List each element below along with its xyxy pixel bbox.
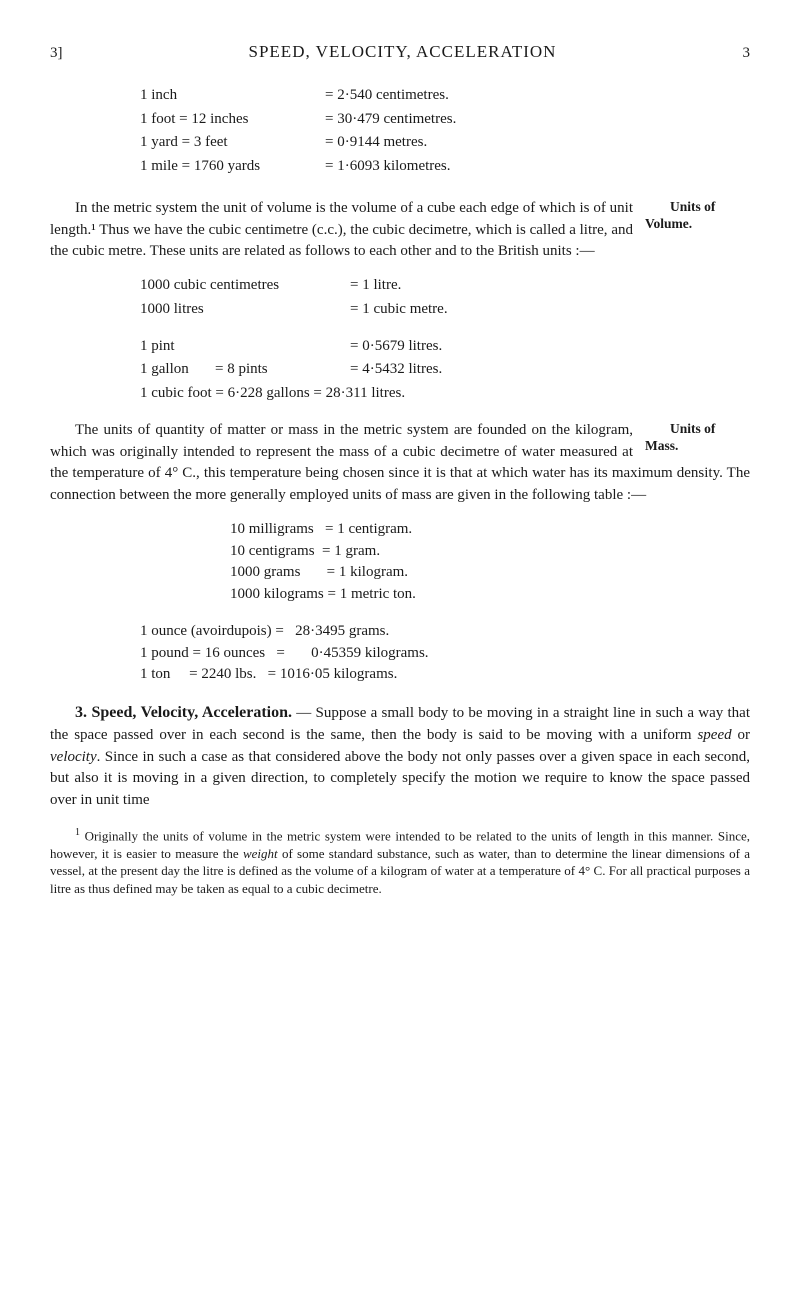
page-header: 3] SPEED, VELOCITY, ACCELERATION 3 (50, 40, 750, 65)
table-row: 1 foot = 12 inches= 30·479 centimetres. (140, 109, 750, 131)
sec3-text-b: or (732, 727, 750, 743)
cell-right: = 30·479 centimetres. (325, 109, 750, 131)
cell-left: 1 inch (140, 85, 325, 107)
table-row: 1000 grams = 1 kilogram. (230, 562, 750, 584)
cell-full: 1 cubic foot = 6·228 gallons = 28·311 li… (140, 383, 405, 405)
margin-note-mass: Units of Mass. (645, 420, 750, 455)
table-row: 1 cubic foot = 6·228 gallons = 28·311 li… (140, 383, 750, 405)
cell-left: 1000 litres (140, 299, 350, 321)
table-row: 1000 litres= 1 cubic metre. (140, 299, 750, 321)
table-row: 1 yard = 3 feet= 0·9144 metres. (140, 132, 750, 154)
table-row: 10 milligrams = 1 centigram. (230, 519, 750, 541)
cell-right: = 0·9144 metres. (325, 132, 750, 154)
paragraph-volume: Units of Volume. In the metric system th… (50, 198, 750, 263)
table-row: 1 pint= 0·5679 litres. (140, 336, 750, 358)
cell-left: 1 pint (140, 336, 350, 358)
cell-left: 1 gallon = 8 pints (140, 359, 350, 381)
chapter-title: SPEED, VELOCITY, ACCELERATION (249, 40, 557, 65)
cell-left: 1 foot = 12 inches (140, 109, 325, 131)
paragraph-mass: Units of Mass. The units of quantity of … (50, 420, 750, 507)
margin-note-volume: Units of Volume. (645, 198, 750, 233)
cell-right: = 1 litre. (350, 275, 750, 297)
cell-right: = 2·540 centimetres. (325, 85, 750, 107)
table-row: 1 gallon = 8 pints= 4·5432 litres. (140, 359, 750, 381)
footnote-weight: weight (243, 846, 278, 861)
term-speed: speed (697, 727, 731, 743)
cell-left: 1 yard = 3 feet (140, 132, 325, 154)
table-row: 1 ton = 2240 lbs. = 1016·05 kilograms. (140, 664, 750, 686)
table-row: 1000 kilograms = 1 metric ton. (230, 584, 750, 606)
mass-conversion-table: 10 milligrams = 1 centigram.10 centigram… (230, 519, 750, 606)
cell-right: = 0·5679 litres. (350, 336, 750, 358)
footnote-1: 1 Originally the units of volume in the … (50, 826, 750, 898)
table-row: 1 inch= 2·540 centimetres. (140, 85, 750, 107)
page-ref-left: 3] (50, 43, 63, 65)
paragraph-volume-text: In the metric system the unit of volume … (50, 200, 633, 260)
length-conversion-table: 1 inch= 2·540 centimetres.1 foot = 12 in… (140, 85, 750, 178)
table-row: 1 pound = 16 ounces = 0·45359 kilograms. (140, 643, 750, 665)
page-number: 3 (742, 43, 750, 65)
table-row: 1000 cubic centimetres= 1 litre. (140, 275, 750, 297)
section-3-paragraph: 3. Speed, Velocity, Acceleration. — Supp… (50, 701, 750, 812)
avoirdupois-conversion: 1 ounce (avoirdupois) = 28·3495 grams.1 … (140, 621, 750, 686)
table-row: 1 ounce (avoirdupois) = 28·3495 grams. (140, 621, 750, 643)
section-3-title: 3. Speed, Velocity, Acceleration. (75, 704, 292, 721)
cell-left: 1000 cubic centimetres (140, 275, 350, 297)
volume-conversion-2: 1 pint= 0·5679 litres.1 gallon = 8 pints… (140, 336, 750, 405)
table-row: 1 mile = 1760 yards= 1·6093 kilometres. (140, 156, 750, 178)
term-velocity: velocity (50, 749, 97, 765)
table-row: 10 centigrams = 1 gram. (230, 541, 750, 563)
cell-left: 1 mile = 1760 yards (140, 156, 325, 178)
cell-right: = 1·6093 kilometres. (325, 156, 750, 178)
cell-right: = 1 cubic metre. (350, 299, 750, 321)
cell-right: = 4·5432 litres. (350, 359, 750, 381)
sec3-text-c: . Since in such a case as that con­sider… (50, 749, 750, 809)
volume-conversion-1: 1000 cubic centimetres= 1 litre.1000 lit… (140, 275, 750, 321)
